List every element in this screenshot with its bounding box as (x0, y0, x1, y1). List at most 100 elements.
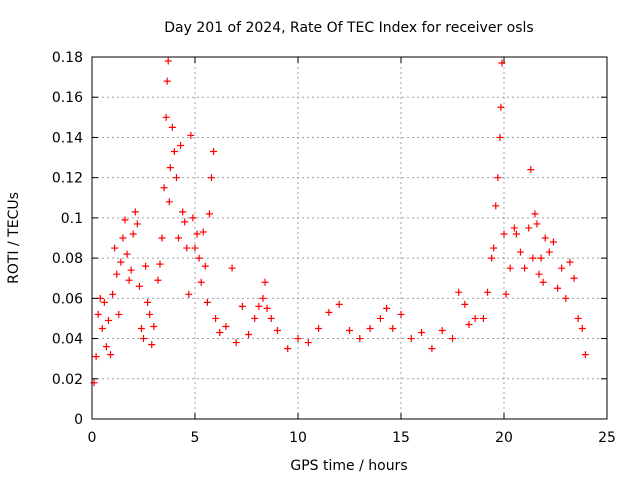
data-point (273, 327, 281, 335)
data-point (516, 248, 524, 256)
data-point (529, 254, 537, 262)
data-point (201, 262, 209, 270)
data-point (533, 220, 541, 228)
data-point (162, 113, 170, 121)
data-point (137, 325, 145, 332)
y-axis-label: ROTI / TECUs (6, 192, 22, 284)
y-tick-label: 0.02 (52, 372, 83, 388)
data-point (494, 174, 502, 182)
y-tick-label: 0.04 (52, 332, 83, 348)
data-point (238, 302, 246, 310)
data-point (111, 244, 119, 252)
x-ticks: 0 5 10 15 20 25 (88, 57, 616, 446)
data-points (90, 57, 589, 387)
data-point (497, 103, 505, 111)
data-point (346, 327, 353, 335)
data-point (140, 335, 147, 343)
data-point (187, 131, 195, 139)
x-axis-label: GPS time / hours (290, 458, 407, 474)
x-tick-label: 0 (88, 430, 97, 446)
data-point (366, 325, 374, 332)
y-tick-label: 0.12 (52, 171, 83, 187)
data-point (109, 290, 117, 298)
data-point (107, 351, 115, 359)
data-point (160, 184, 168, 192)
data-point (181, 218, 189, 226)
x-tick-label: 5 (191, 430, 200, 446)
data-point (521, 264, 529, 272)
data-point (263, 304, 271, 312)
data-point (492, 202, 500, 210)
data-point (102, 343, 110, 351)
data-point (549, 238, 557, 246)
data-point (144, 298, 152, 306)
data-point (142, 262, 150, 270)
data-point (479, 314, 487, 322)
data-point (418, 329, 426, 337)
data-point (510, 224, 518, 232)
grid-lines (92, 57, 607, 419)
data-point (148, 341, 156, 349)
data-point (581, 351, 589, 359)
data-point (222, 322, 230, 330)
data-point (154, 276, 162, 284)
data-point (163, 77, 171, 85)
data-point (558, 264, 566, 272)
data-point (177, 141, 185, 149)
data-point (383, 304, 391, 312)
data-point (164, 57, 172, 65)
data-point (535, 270, 543, 278)
data-point (135, 282, 143, 290)
data-point (123, 250, 131, 258)
data-point (294, 335, 302, 343)
x-tick-label: 10 (289, 430, 307, 446)
data-point (449, 335, 456, 343)
data-point (100, 298, 108, 306)
data-point (129, 230, 137, 238)
data-point (168, 123, 176, 131)
data-point (407, 335, 415, 343)
y-tick-label: 0.1 (61, 211, 83, 227)
data-point (465, 320, 473, 328)
data-point (490, 244, 498, 252)
data-point (199, 228, 207, 236)
data-point (156, 260, 164, 268)
data-point (125, 276, 133, 284)
data-point (166, 164, 174, 172)
data-point (183, 244, 191, 252)
data-point (325, 308, 333, 316)
data-point (525, 224, 533, 232)
data-point (98, 325, 106, 332)
data-point (175, 234, 183, 242)
data-point (455, 288, 463, 296)
x-tick-label: 20 (495, 430, 513, 446)
data-point (502, 290, 510, 298)
data-point (488, 254, 496, 262)
data-point (428, 345, 436, 353)
data-point (461, 300, 469, 308)
data-point (203, 298, 211, 306)
data-point (232, 339, 240, 347)
data-point (315, 325, 323, 332)
y-ticks: 0 0.02 0.04 0.06 0.08 0.1 0.12 0.14 0.16 0.18 (52, 50, 607, 428)
data-point (397, 310, 405, 318)
y-tick-label: 0.14 (52, 130, 83, 146)
data-point (506, 264, 514, 272)
data-point (531, 210, 539, 218)
data-point (193, 230, 201, 238)
data-point (304, 339, 312, 347)
data-point (261, 278, 269, 286)
data-point (170, 148, 178, 156)
data-point (165, 198, 173, 206)
data-point (255, 302, 263, 310)
data-point (471, 314, 479, 322)
data-point (389, 325, 397, 332)
data-point (356, 335, 364, 343)
data-point (113, 270, 121, 278)
data-point (259, 294, 267, 302)
data-point (566, 258, 574, 266)
data-point (207, 174, 215, 182)
data-point (146, 310, 154, 318)
data-point (127, 266, 135, 274)
data-point (541, 234, 549, 242)
